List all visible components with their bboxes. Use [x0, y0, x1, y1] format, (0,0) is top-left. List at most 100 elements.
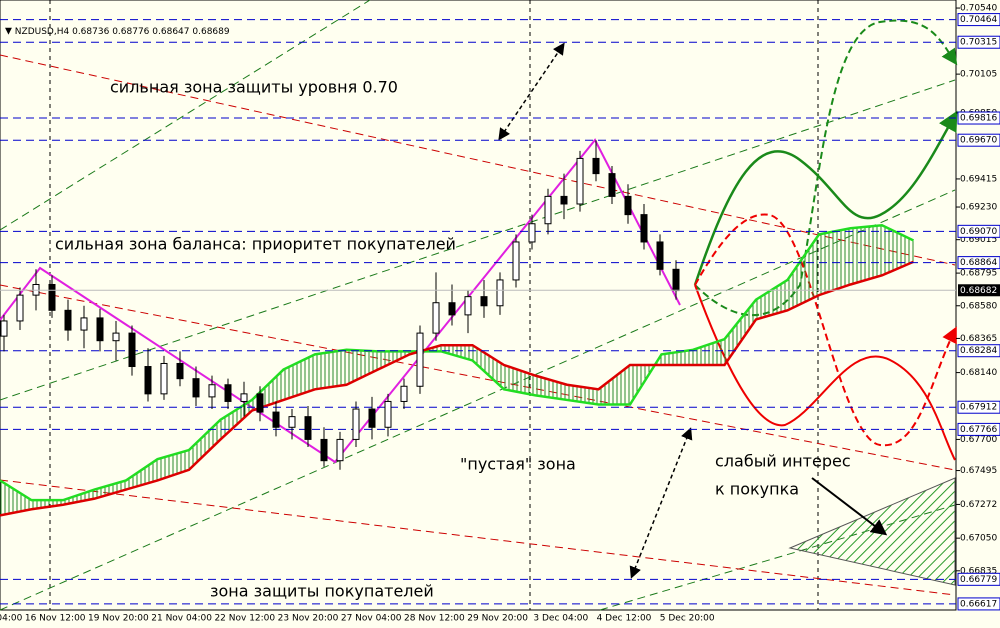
- drawings: [0, 0, 958, 611]
- candle-body: [432, 302, 440, 334]
- ohlc: 0.68647: [152, 27, 189, 37]
- x-tick-label: 14 Nov 04:00: [0, 614, 23, 624]
- candle-body: [480, 296, 488, 307]
- candle-body: [384, 400, 392, 428]
- candle-body: [464, 296, 472, 316]
- level-label: 0.70464: [960, 15, 997, 25]
- x-tick-label: 16 Nov 12:00: [25, 614, 86, 624]
- level-label: 0.68284: [960, 346, 997, 356]
- ohlc: 0.68736: [72, 27, 109, 37]
- y-tick-label: 0.70105: [960, 70, 997, 80]
- annotation: слабый интерес: [715, 452, 851, 471]
- candle-body: [400, 385, 408, 402]
- candle-body: [64, 309, 72, 331]
- candle-body: [656, 241, 664, 270]
- y-tick-label: 0.70540: [960, 4, 997, 14]
- x-tick-label: 27 Nov 04:00: [341, 614, 402, 624]
- cloud-line: [0, 223, 915, 502]
- x-tick-label: 21 Nov 04:00: [151, 614, 212, 624]
- candle-body: [48, 283, 56, 311]
- x-tick-label: 5 Dec 20:00: [660, 614, 715, 624]
- candle-body: [288, 416, 296, 428]
- candle-body: [560, 195, 568, 205]
- candle-body: [576, 157, 584, 205]
- annotation: зона защиты покупателей: [210, 582, 434, 601]
- y-tick-label: 0.67700: [960, 435, 997, 445]
- x-tick-label: 22 Nov 12:00: [214, 614, 275, 624]
- candle-body: [176, 362, 184, 380]
- candle-body: [16, 294, 24, 322]
- level-label: 0.69816: [960, 114, 997, 124]
- level-box: [957, 133, 1000, 147]
- candle-body: [336, 438, 344, 462]
- zigzag: [0, 138, 681, 464]
- projection: [694, 284, 956, 461]
- header: ▼ NZDUSD,H4 0.68736 0.68776 0.68647 0.68…: [5, 27, 230, 37]
- y-tick-label: 0.68365: [960, 334, 997, 344]
- candle-body: [240, 393, 248, 402]
- x-tick-label: 3 Dec 04:00: [533, 614, 588, 624]
- candle-body: [208, 384, 216, 398]
- candle-body: [672, 268, 680, 292]
- candle-body: [0, 320, 8, 337]
- annotation: сильная зона защиты уровня 0.70: [110, 78, 398, 97]
- ohlc: 0.68776: [112, 27, 149, 37]
- level-box: [957, 572, 1000, 586]
- candle-body: [624, 195, 632, 216]
- price-box: [958, 284, 1000, 297]
- level-box: [957, 344, 1000, 358]
- channel-line: [0, 0, 371, 231]
- x-tick-label: 29 Nov 20:00: [467, 614, 528, 624]
- level-label: 0.66617: [960, 599, 997, 609]
- level-box: [957, 111, 1000, 125]
- annotation: сильная зона баланса: приоритет покупате…: [55, 235, 456, 254]
- channel-line: [599, 504, 956, 611]
- y-tick-label: 0.69415: [960, 174, 997, 184]
- level-box: [957, 13, 1000, 27]
- y-tick-label: 0.68795: [960, 269, 997, 279]
- x-tick-label: 4 Dec 12:00: [597, 614, 652, 624]
- candle-body: [256, 393, 264, 413]
- symbol: NZDUSD,H4: [15, 27, 70, 37]
- price-label: 0.68682: [960, 286, 997, 296]
- candle-body: [96, 317, 104, 342]
- candle-body: [160, 362, 168, 395]
- x-tick-label: 23 Nov 20:00: [278, 614, 339, 624]
- y-tick-label: 0.67495: [960, 466, 997, 476]
- level-label: 0.69670: [960, 136, 997, 146]
- ohlc: 0.68689: [192, 27, 229, 37]
- channel-line: [0, 54, 956, 266]
- y-tick-label: 0.67050: [960, 534, 997, 544]
- double-arrow: [498, 42, 565, 141]
- candle-body: [128, 332, 136, 368]
- candle-body: [352, 408, 360, 440]
- candle-body: [496, 279, 504, 307]
- annotation: "пустая" зона: [460, 455, 576, 474]
- level-label: 0.66779: [960, 575, 997, 585]
- level-label: 0.67766: [960, 425, 997, 435]
- level-label: 0.69070: [960, 227, 997, 237]
- level-box: [957, 256, 1000, 270]
- projection: [694, 213, 957, 447]
- candle-body: [448, 302, 456, 316]
- channel-line: [0, 189, 956, 611]
- candle-body: [512, 241, 520, 281]
- cloud-line: [0, 260, 914, 517]
- candle-body: [608, 173, 616, 197]
- candle-body: [416, 332, 424, 387]
- y-tick-label: 0.69230: [960, 203, 997, 213]
- candle-body: [80, 317, 88, 331]
- level-label: 0.70315: [960, 38, 997, 48]
- channel-line: [0, 79, 956, 401]
- y-tick-label: 0.68140: [960, 368, 997, 378]
- level-label: 0.68864: [960, 258, 997, 268]
- double-arrow: [629, 427, 693, 579]
- candle-body: [224, 384, 232, 402]
- x-tick-label: 28 Nov 12:00: [404, 614, 465, 624]
- level-box: [957, 224, 1000, 238]
- candle-body: [544, 195, 552, 225]
- y-tick-label: 0.67272: [960, 500, 997, 510]
- level-label: 0.67912: [960, 403, 997, 413]
